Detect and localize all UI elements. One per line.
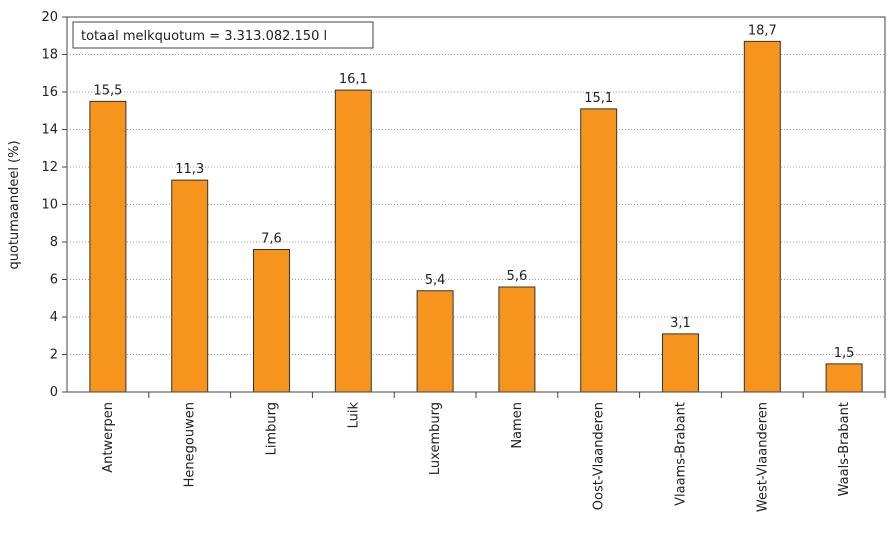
x-tick-label: Vlaams-Brabant [674,402,689,506]
y-tick-label: 10 [41,198,58,213]
y-tick-label: 20 [41,10,58,25]
x-tick-label: West-Vlaanderen [755,402,770,512]
bar [743,40,781,393]
y-axis-label: quotumaandeel (%) [7,140,22,269]
value-label: 15,5 [93,83,122,98]
y-tick-label: 18 [41,48,58,63]
value-label: 7,6 [261,232,282,247]
value-label: 3,1 [670,316,691,331]
y-tick-label: 12 [41,160,58,175]
value-label: 16,1 [339,72,368,87]
value-label: 1,5 [834,346,855,361]
annotation-box [72,21,374,49]
y-tick-label: 6 [50,273,58,288]
bar [498,286,536,393]
x-tick-label: Henegouwen [183,402,198,487]
y-tick-label: 16 [41,85,58,100]
y-tick-label: 8 [50,235,58,250]
bar [580,108,618,393]
bar [334,89,372,393]
value-label: 18,7 [748,23,777,38]
bar [89,100,127,393]
annotation: totaal melkquotum = 3.313.082.150 l [81,29,327,44]
bar [825,363,863,393]
value-label: 15,1 [584,91,613,106]
x-tick-label: Namen [510,402,525,449]
x-tick-label: Antwerpen [101,402,116,473]
y-tick-label: 4 [50,310,58,325]
value-label: 5,6 [507,269,528,284]
bar [171,179,209,393]
x-tick-label: Limburg [265,402,280,455]
bar [416,290,454,393]
y-tick-label: 0 [50,385,58,400]
value-label: 11,3 [175,162,204,177]
x-tick-label: Luik [346,402,361,429]
x-tick-label: Luxemburg [428,402,443,475]
x-tick-label: Oost-Vlaanderen [592,402,607,510]
y-tick-label: 14 [41,123,58,138]
x-tick-label: Waals-Brabant [837,402,852,496]
bar [662,333,699,393]
y-tick-label: 2 [50,348,58,363]
value-label: 5,4 [425,273,446,288]
bar [253,249,290,393]
